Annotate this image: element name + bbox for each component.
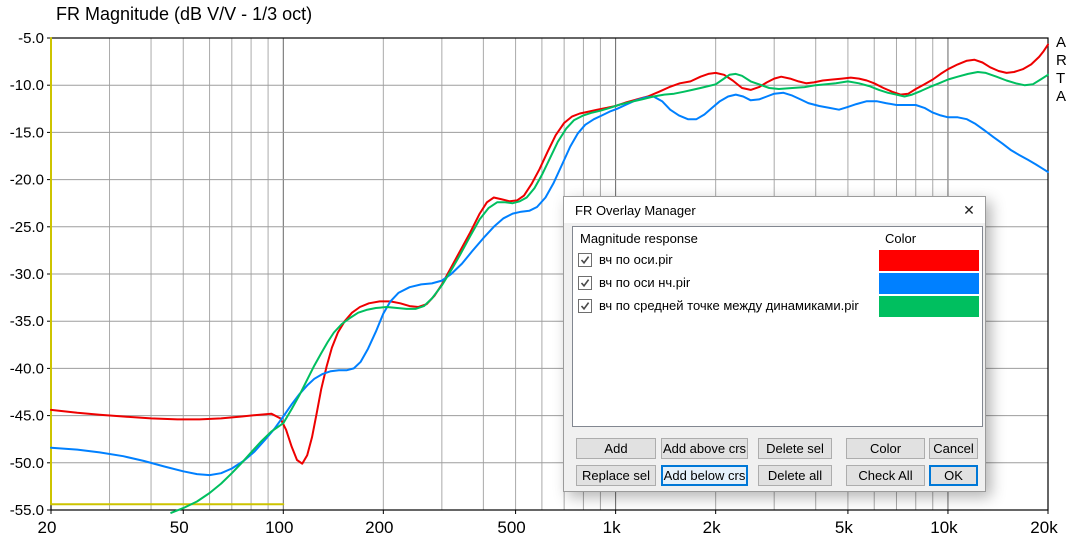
y-tick-label: -45.0 [10, 408, 44, 425]
ok-button[interactable]: OK [929, 465, 978, 486]
delete-sel-button[interactable]: Delete sel [758, 438, 832, 459]
color-swatch[interactable] [879, 296, 979, 317]
y-tick-label: -30.0 [10, 266, 44, 283]
check-all-button[interactable]: Check All [846, 465, 925, 486]
fr-curve-green [170, 71, 1049, 514]
color-swatch[interactable] [879, 250, 979, 271]
x-tick-label: 500 [497, 518, 525, 537]
arta-letter: A [1056, 88, 1067, 105]
checkbox-checked-icon[interactable] [578, 299, 592, 313]
y-tick-label: -20.0 [10, 172, 44, 189]
column-header-magnitude-response: Magnitude response [580, 231, 698, 246]
fr-curve-current-yellow [50, 37, 285, 506]
arta-letter: T [1056, 70, 1066, 87]
y-tick-label: -5.0 [18, 30, 44, 47]
add-button[interactable]: Add [576, 438, 656, 459]
y-tick-label: -35.0 [10, 313, 44, 330]
overlay-list-header: Magnitude response Color [573, 227, 982, 249]
add-below-crs-button[interactable]: Add below crs [661, 465, 748, 486]
overlay-list[interactable]: Magnitude response Color вч по оси.pir вч… [572, 226, 983, 427]
x-tick-label: 20 [38, 518, 57, 537]
y-tick-label: -15.0 [10, 124, 44, 141]
chart-title: FR Magnitude (dB V/V - 1/3 oct) [56, 4, 313, 24]
overlay-file-name: вч по оси.pir [599, 252, 673, 267]
color-button[interactable]: Color [846, 438, 925, 459]
overlay-file-name: вч по оси нч.pir [599, 275, 691, 290]
overlay-row-2[interactable]: вч по оси нч.pir [573, 272, 982, 295]
overlay-row-1[interactable]: вч по оси.pir [573, 249, 982, 272]
dialog-titlebar[interactable]: FR Overlay Manager ✕ [564, 197, 985, 223]
checkbox-checked-icon[interactable] [578, 276, 592, 290]
close-icon[interactable]: ✕ [963, 201, 975, 218]
x-tick-label: 100 [265, 518, 293, 537]
y-tick-label: -55.0 [10, 502, 44, 519]
x-tick-label: 2k [703, 518, 721, 537]
x-tick-label: 200 [365, 518, 393, 537]
y-tick-label: -25.0 [10, 219, 44, 236]
color-swatch[interactable] [879, 273, 979, 294]
arta-letter: A [1056, 34, 1067, 51]
x-tick-label: 10k [930, 518, 958, 537]
overlay-row-3[interactable]: вч по средней точке между динамиками.pir [573, 295, 982, 318]
fr-overlay-manager-dialog: FR Overlay Manager ✕ Magnitude response … [563, 196, 986, 492]
y-tick-label: -10.0 [10, 77, 44, 94]
add-above-crs-button[interactable]: Add above crs [661, 438, 748, 459]
column-header-color: Color [885, 231, 917, 246]
cancel-button[interactable]: Cancel [929, 438, 978, 459]
x-tick-label: 50 [170, 518, 189, 537]
replace-sel-button[interactable]: Replace sel [576, 465, 656, 486]
y-tick-label: -50.0 [10, 455, 44, 472]
dialog-title: FR Overlay Manager [575, 202, 696, 218]
fr-curve-red [50, 43, 1049, 465]
x-tick-label: 1k [603, 518, 621, 537]
delete-all-button[interactable]: Delete all [758, 465, 832, 486]
y-tick-label: -40.0 [10, 360, 44, 377]
checkbox-checked-icon[interactable] [578, 253, 592, 267]
arta-letter: R [1056, 52, 1067, 69]
x-tick-label: 20k [1030, 518, 1058, 537]
overlay-file-name: вч по средней точке между динамиками.pir [599, 298, 859, 313]
x-tick-label: 5k [835, 518, 853, 537]
